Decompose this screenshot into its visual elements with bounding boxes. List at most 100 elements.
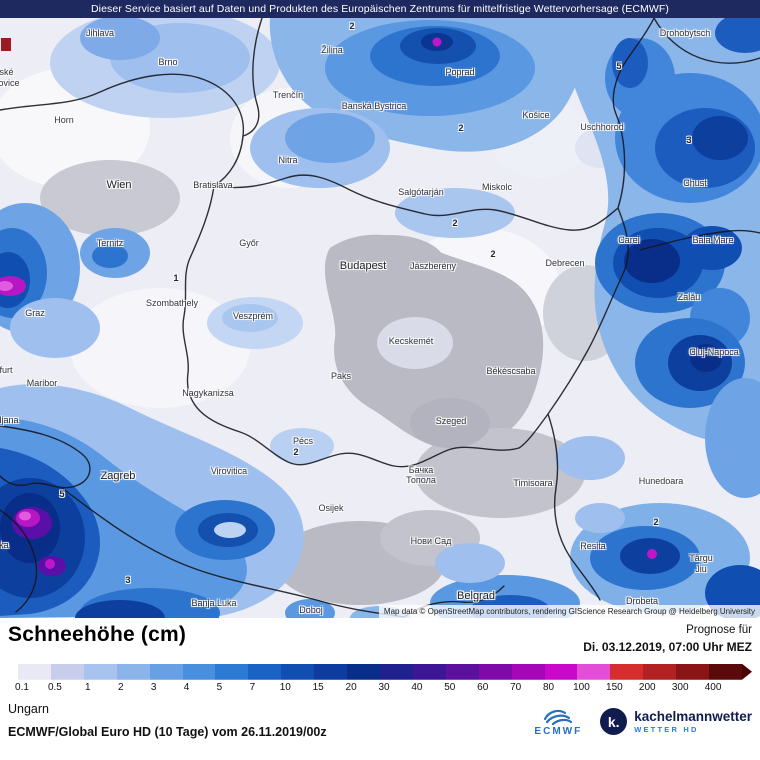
map-attribution: Map data © OpenStreetMap contributors, r…	[378, 605, 760, 618]
city-label: jovice	[0, 78, 20, 88]
scale-value: 4	[183, 681, 190, 693]
city-label: Târgu	[689, 553, 713, 563]
city-label: Carei	[618, 235, 640, 245]
city-label: Baia Mare	[692, 235, 734, 245]
city-label: Cluj-Napoca	[689, 347, 739, 357]
scale-swatch	[545, 664, 578, 680]
contour-value: 2	[490, 249, 496, 259]
model-info: ECMWF/Global Euro HD (10 Tage) vom 26.11…	[8, 724, 327, 739]
city-label: Győr	[239, 238, 259, 248]
contour-value: 2	[452, 218, 458, 228]
scale-swatch	[51, 664, 84, 680]
scale-swatch	[117, 664, 150, 680]
contour-value: 2	[458, 123, 464, 133]
color-scale-bar	[8, 664, 752, 680]
scale-value: 60	[477, 681, 489, 693]
scale-tip-left	[8, 664, 18, 680]
city-label: Drobeta	[625, 596, 659, 606]
city-label: Budapest	[339, 260, 387, 272]
scale-value: 5	[216, 681, 223, 693]
snow-depth-shading	[0, 18, 760, 618]
city-label: Szeged	[435, 416, 467, 426]
contour-value: 5	[59, 489, 65, 499]
city-label: Salgótarján	[398, 187, 444, 197]
city-label: Бачка	[408, 465, 434, 475]
city-label: ka	[0, 540, 9, 550]
ecmwf-logo: ECMWF	[534, 707, 582, 737]
city-label: Banja Luka	[191, 598, 237, 608]
city-label: Chust	[683, 178, 707, 188]
city-label: Graz	[25, 308, 45, 318]
city-label: Paks	[330, 371, 352, 381]
city-label: Zagreb	[100, 470, 136, 482]
scale-value: 0.1	[15, 681, 29, 693]
brand-sub: WETTER HD	[634, 724, 699, 734]
city-label: Jászberény	[409, 261, 457, 271]
scale-value: 50	[444, 681, 456, 693]
city-label: Osijek	[318, 503, 344, 513]
city-label: Maribor	[26, 378, 58, 388]
scale-swatch	[347, 664, 380, 680]
city-label: ljana	[0, 415, 19, 425]
legend-panel: Schneehöhe (cm) Prognose für Di. 03.12.2…	[0, 618, 760, 760]
contour-value: 5	[616, 61, 622, 71]
city-label: Trenčín	[272, 90, 304, 100]
scale-swatch	[610, 664, 643, 680]
scale-swatch	[183, 664, 216, 680]
scale-value: 7	[249, 681, 256, 693]
contour-value: 3	[686, 135, 692, 145]
city-label: Kecskemét	[388, 336, 434, 346]
city-label: Horn	[54, 115, 74, 125]
city-label: Bratislava	[193, 180, 233, 190]
scale-value: 2	[117, 681, 124, 693]
country-borders	[0, 18, 760, 618]
scale-value: 10	[279, 681, 291, 693]
city-label: Doboj	[299, 605, 323, 615]
forecast-block: Prognose für Di. 03.12.2019, 07:00 Uhr M…	[583, 623, 752, 655]
scale-swatch	[215, 664, 248, 680]
kachelmannwetter-logo: k. kachelmannwetter WETTER HD	[600, 708, 752, 736]
scale-value: 400	[704, 681, 722, 693]
city-label: Jihlava	[85, 28, 115, 38]
city-label: Hunedoara	[638, 476, 684, 486]
scale-swatch	[84, 664, 117, 680]
contour-value: 1	[173, 273, 179, 283]
contour-value: 3	[125, 575, 131, 585]
city-label: Békéscsaba	[486, 366, 536, 376]
forecast-time: Di. 03.12.2019, 07:00 Uhr MEZ	[583, 639, 752, 654]
city-label: Szombathely	[145, 298, 199, 308]
city-label: Drohobytsch	[659, 28, 711, 38]
contour-value: 2	[349, 21, 355, 31]
scale-value: 150	[606, 681, 623, 693]
scale-value: 80	[542, 681, 555, 693]
contour-value: 2	[293, 447, 299, 457]
scale-value: 40	[411, 681, 423, 693]
city-label: Belgrad	[457, 590, 495, 602]
scale-value: 100	[573, 681, 590, 693]
city-label: Топола	[406, 475, 436, 485]
brand-name: kachelmannwetter	[634, 708, 752, 724]
scale-tip-right	[742, 664, 752, 680]
ecmwf-icon	[544, 709, 573, 725]
ecmwf-service-banner: Dieser Service basiert auf Daten und Pro…	[0, 0, 760, 18]
city-label: Virovitica	[210, 466, 248, 476]
city-label: Žilina	[321, 45, 343, 55]
city-label: Košice	[522, 110, 550, 120]
scale-swatch	[577, 664, 610, 680]
scale-swatch	[380, 664, 413, 680]
scale-swatch	[446, 664, 479, 680]
scale-value: 70	[510, 681, 522, 693]
snow-depth-map: Jihlava Brno Žilina Poprad Drohobytsch eskéjo…	[0, 18, 760, 618]
region-label: Ungarn	[8, 701, 49, 716]
city-label: Нови Сад	[410, 536, 452, 546]
scale-swatch	[18, 664, 51, 680]
scale-swatch	[676, 664, 709, 680]
scale-value: 15	[312, 681, 324, 693]
scale-value: 300	[671, 681, 689, 693]
city-label: Nagykanizsa	[182, 388, 234, 398]
scale-value: 3	[150, 681, 157, 693]
scale-swatch	[709, 664, 742, 680]
color-scale-labels: 0.1 0.5 1 2 3 4 5 7 10 15 20 30 40 50 60 70 80 100 150 200 3…	[8, 682, 752, 695]
scale-value: 1	[85, 681, 91, 693]
banner-text: Dieser Service basiert auf Daten und Pro…	[90, 3, 670, 15]
